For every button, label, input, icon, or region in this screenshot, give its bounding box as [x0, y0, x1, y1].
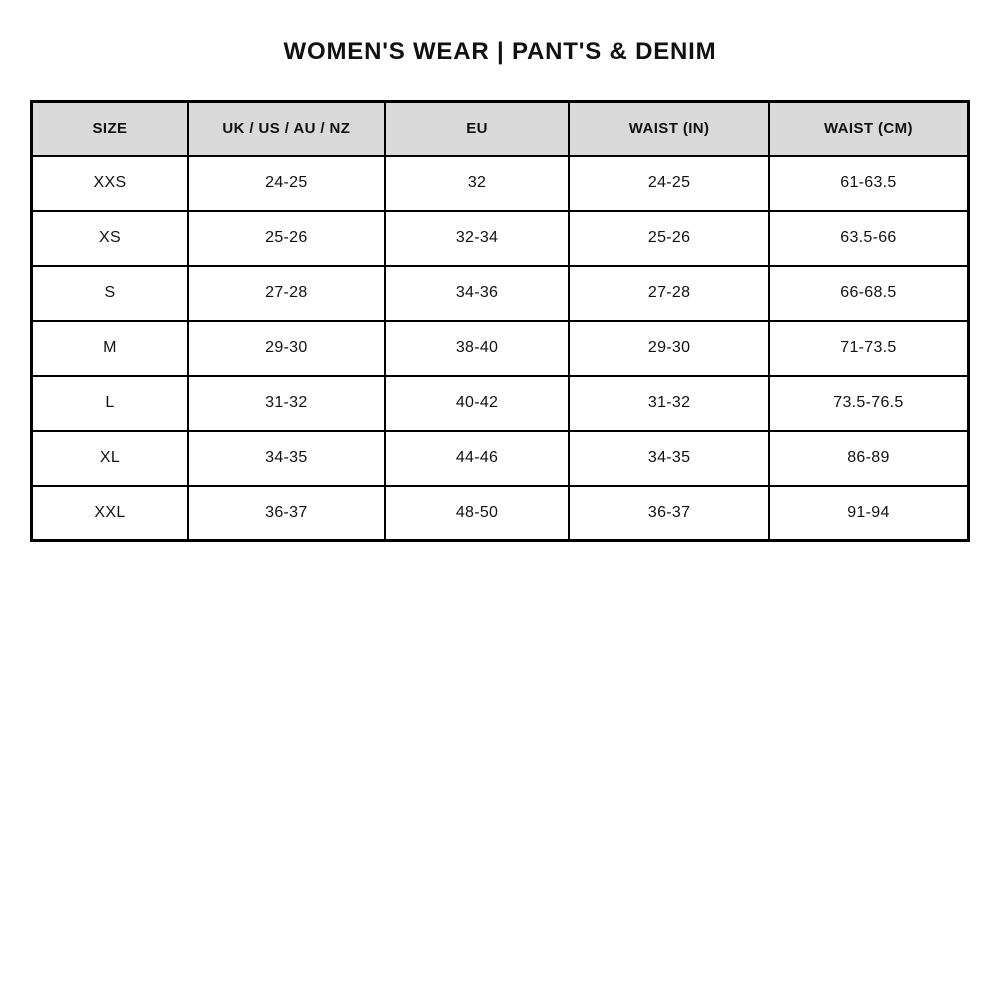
table-row-xs: XS 25-26 32-34 25-26 63.5-66: [30, 209, 970, 267]
cell-eu: 32-34: [383, 209, 571, 267]
cell-waist-cm: 63.5-66: [767, 209, 970, 267]
page-title: WOMEN'S WEAR | PANT'S & DENIM: [283, 38, 717, 65]
cell-waist-cm: 91-94: [767, 484, 970, 542]
cell-uk-us-au-nz: 29-30: [186, 319, 386, 377]
cell-eu: 40-42: [383, 374, 571, 432]
cell-uk-us-au-nz: 25-26: [186, 209, 386, 267]
cell-size: L: [30, 374, 189, 432]
cell-waist-in: 36-37: [568, 484, 770, 542]
cell-size: XXL: [30, 484, 189, 542]
table-row-l: L 31-32 40-42 31-32 73.5-76.5: [30, 374, 970, 432]
cell-size: XXS: [30, 154, 189, 212]
cell-eu: 32: [383, 154, 571, 212]
cell-waist-cm: 66-68.5: [767, 264, 970, 322]
table-row-xxl: XXL 36-37 48-50 36-37 91-94: [30, 484, 970, 542]
header-cell-eu: EU: [383, 100, 571, 157]
size-chart-table: SIZE UK / US / AU / NZ EU WAIST (IN) WAI…: [30, 100, 970, 542]
table-row-xxs: XXS 24-25 32 24-25 61-63.5: [30, 154, 970, 212]
cell-waist-in: 27-28: [568, 264, 770, 322]
cell-uk-us-au-nz: 36-37: [186, 484, 386, 542]
cell-eu: 34-36: [383, 264, 571, 322]
cell-waist-cm: 71-73.5: [767, 319, 970, 377]
cell-uk-us-au-nz: 31-32: [186, 374, 386, 432]
cell-waist-cm: 86-89: [767, 429, 970, 487]
cell-size: XS: [30, 209, 189, 267]
cell-waist-cm: 61-63.5: [767, 154, 970, 212]
cell-uk-us-au-nz: 34-35: [186, 429, 386, 487]
cell-waist-in: 34-35: [568, 429, 770, 487]
header-cell-uk-us-au-nz: UK / US / AU / NZ: [186, 100, 386, 157]
cell-size: M: [30, 319, 189, 377]
cell-waist-in: 29-30: [568, 319, 770, 377]
cell-eu: 38-40: [383, 319, 571, 377]
cell-eu: 48-50: [383, 484, 571, 542]
cell-waist-cm: 73.5-76.5: [767, 374, 970, 432]
cell-uk-us-au-nz: 27-28: [186, 264, 386, 322]
table-row-xl: XL 34-35 44-46 34-35 86-89: [30, 429, 970, 487]
cell-eu: 44-46: [383, 429, 571, 487]
table-row-m: M 29-30 38-40 29-30 71-73.5: [30, 319, 970, 377]
table-row-s: S 27-28 34-36 27-28 66-68.5: [30, 264, 970, 322]
cell-waist-in: 25-26: [568, 209, 770, 267]
cell-uk-us-au-nz: 24-25: [186, 154, 386, 212]
header-cell-waist-cm: WAIST (CM): [767, 100, 970, 157]
header-cell-waist-in: WAIST (IN): [568, 100, 770, 157]
cell-waist-in: 31-32: [568, 374, 770, 432]
cell-size: XL: [30, 429, 189, 487]
cell-size: S: [30, 264, 189, 322]
header-cell-size: SIZE: [30, 100, 189, 157]
table-header-row: SIZE UK / US / AU / NZ EU WAIST (IN) WAI…: [30, 100, 970, 157]
cell-waist-in: 24-25: [568, 154, 770, 212]
